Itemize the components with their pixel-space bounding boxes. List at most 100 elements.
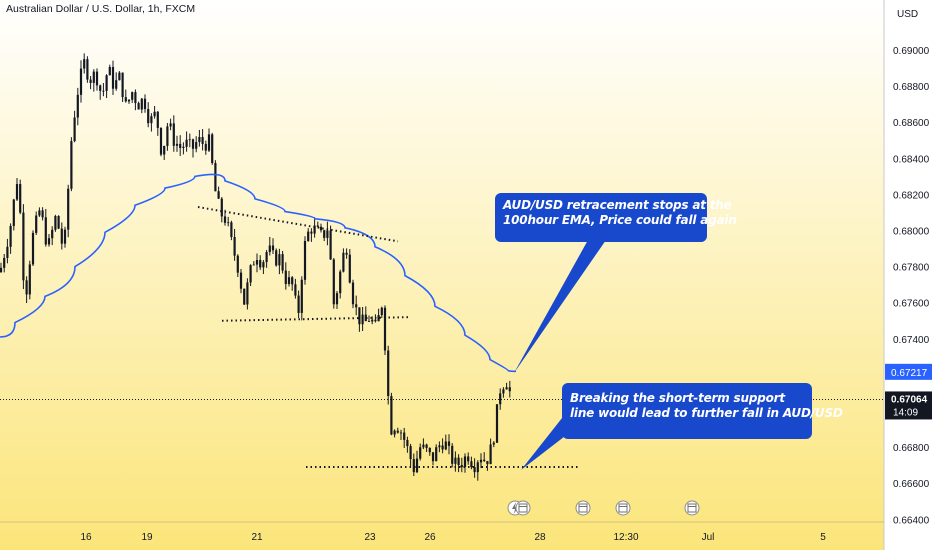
candle <box>268 236 271 256</box>
callout-support-line-2: line would lead to further fall in AUD/U… <box>570 406 843 420</box>
candle <box>329 225 332 260</box>
candle <box>79 60 83 103</box>
candle <box>182 142 185 155</box>
calendar-icon <box>615 500 631 516</box>
candle <box>422 438 425 450</box>
candle <box>230 220 233 241</box>
candle <box>396 427 399 434</box>
candle <box>236 254 239 277</box>
candle <box>86 56 89 83</box>
candle <box>281 250 284 274</box>
candle <box>425 443 428 452</box>
time-tick-label: 21 <box>251 532 263 543</box>
candle <box>243 288 246 306</box>
candle <box>326 221 329 246</box>
candle <box>444 434 447 451</box>
candle <box>118 71 121 81</box>
candle <box>435 444 438 462</box>
candle <box>201 129 204 151</box>
candle <box>505 382 508 390</box>
time-tick-label: 19 <box>141 532 153 543</box>
candle <box>412 453 415 477</box>
candle <box>441 438 444 454</box>
price-tick-label: 0.68400 <box>893 154 930 165</box>
candle <box>470 456 473 470</box>
candle <box>111 60 115 96</box>
candle <box>486 460 489 471</box>
candle <box>307 228 310 242</box>
candle <box>153 105 156 119</box>
candle <box>76 87 79 126</box>
candle <box>348 249 351 284</box>
last-price-badge <box>885 391 932 420</box>
candle <box>179 135 182 157</box>
candle <box>403 427 406 448</box>
candle <box>406 436 409 453</box>
callout-retracement[interactable]: AUD/USD retracement stops at the 100hour… <box>495 193 737 242</box>
callout-support-break[interactable]: Breaking the short-term support line wou… <box>562 383 843 439</box>
candle <box>6 238 9 264</box>
trendlines <box>197 206 580 468</box>
candle <box>271 238 275 255</box>
time-tick-label: 5 <box>820 532 826 543</box>
candle <box>102 82 105 97</box>
candle <box>339 269 342 299</box>
candle <box>156 111 159 136</box>
candle <box>92 69 95 92</box>
candle <box>44 208 47 247</box>
candle <box>489 438 492 465</box>
price-axis-panel[interactable] <box>884 0 932 550</box>
candle <box>431 452 435 466</box>
candle <box>185 131 188 152</box>
price-tick-label: 0.67600 <box>893 299 930 310</box>
candle <box>204 140 207 155</box>
candle <box>63 226 67 248</box>
calendar-icon <box>515 500 531 516</box>
candle <box>15 177 19 201</box>
candle <box>390 392 393 436</box>
candle <box>214 160 217 192</box>
candle <box>121 72 124 103</box>
candle <box>428 447 431 456</box>
candle <box>172 115 175 152</box>
candle <box>217 186 220 199</box>
ema-price-badge <box>885 363 932 380</box>
candle <box>495 404 499 443</box>
callout-retracement-line-1: AUD/USD retracement stops at the <box>503 198 732 212</box>
ema-series <box>0 173 517 373</box>
time-tick-label: Jul <box>702 532 715 543</box>
candle <box>323 229 326 242</box>
candle <box>9 223 12 254</box>
price-tick-label: 0.67400 <box>893 335 930 346</box>
candle <box>377 308 380 322</box>
candle <box>345 248 348 259</box>
time-tick-label: 12:30 <box>613 532 638 543</box>
candle <box>467 452 470 465</box>
candle <box>364 306 367 322</box>
candle <box>316 221 319 228</box>
candle <box>294 278 297 299</box>
currency-label: USD <box>897 9 918 20</box>
candle <box>415 450 419 474</box>
candle <box>198 129 201 147</box>
price-tick-label: 0.68000 <box>893 227 930 238</box>
candle <box>393 429 396 438</box>
candle <box>265 249 268 268</box>
candle <box>358 307 361 332</box>
candle <box>207 128 211 152</box>
candle <box>473 458 476 478</box>
candle <box>246 278 249 310</box>
price-axis-labels: 0.69000 0.68800 0.68600 0.68400 0.68200 0.680… <box>893 46 930 526</box>
candle <box>300 276 303 321</box>
candle <box>137 101 140 110</box>
candle <box>367 315 371 323</box>
candle <box>73 110 76 143</box>
time-axis-labels: 16 19 21 23 26 28 12:30 Jul 5 <box>80 532 826 543</box>
candle <box>127 99 131 104</box>
candle <box>380 306 383 319</box>
candle <box>51 226 54 246</box>
candle <box>319 223 323 233</box>
event-markers[interactable] <box>507 500 700 516</box>
